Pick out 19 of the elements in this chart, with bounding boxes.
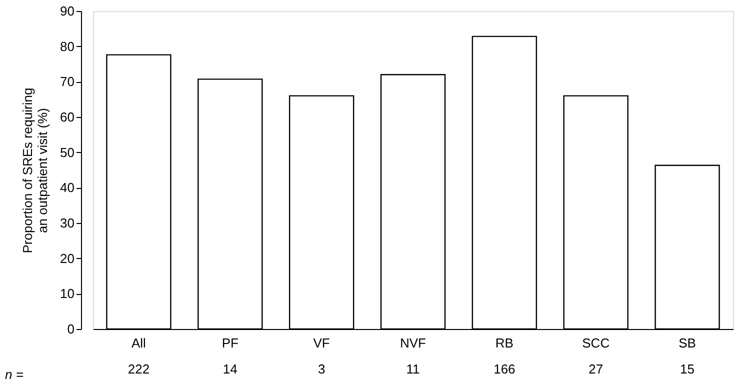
- y-tick-label: 0: [67, 322, 74, 336]
- x-tick-label: SB 15: [678, 336, 696, 376]
- x-tick-label: NVF 11: [400, 336, 426, 376]
- y-tick-label: 50: [60, 144, 74, 160]
- x-tick-label: All 222: [128, 336, 150, 376]
- y-tick-label: 80: [60, 38, 74, 54]
- x-tick-label: VF 3: [313, 336, 330, 376]
- y-tick-label: 60: [60, 110, 74, 124]
- y-axis-title: Proportion of SREs requiring an outpatient visit (%): [20, 88, 50, 254]
- y-tick-label: 30: [60, 216, 74, 230]
- y-tick-label: 70: [60, 74, 74, 90]
- x-tick-label: PF 14: [222, 336, 238, 376]
- y-tick-label: 20: [60, 250, 74, 266]
- x-tick-label: SCC 27: [582, 336, 610, 376]
- x-tick-label: RB 166: [494, 336, 516, 376]
- y-tick-label: 90: [60, 4, 74, 18]
- y-tick-label: 10: [60, 286, 74, 302]
- y-tick-label: 40: [60, 180, 74, 196]
- text: n =: [5, 367, 24, 382]
